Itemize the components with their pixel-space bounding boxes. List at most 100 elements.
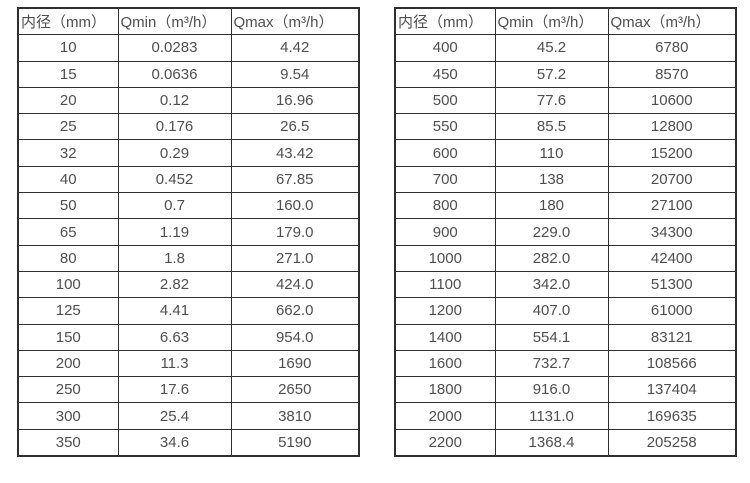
table-cell: 900	[394, 218, 496, 246]
table-cell: 1800	[394, 376, 496, 404]
table-row: 150 6.63 954.0	[17, 323, 360, 351]
table-row: 250 17.6 2650	[17, 376, 360, 404]
table-cell: 85.5	[494, 113, 609, 141]
table-cell: 662.0	[230, 297, 360, 325]
table-cell: 350	[17, 428, 119, 457]
table-cell: 1.19	[117, 218, 232, 246]
table-cell: 2000	[394, 402, 496, 430]
table-cell: 34.6	[117, 428, 232, 457]
table-cell: 0.452	[117, 165, 232, 194]
table-cell: 6.63	[117, 323, 232, 351]
table-cell: 40	[17, 165, 119, 194]
table-cell: 0.0283	[117, 34, 232, 62]
table-cell: 125	[17, 297, 119, 325]
table-cell: 1400	[394, 323, 496, 351]
table-row: 125 4.41 662.0	[17, 297, 360, 325]
table-cell: 110	[494, 139, 609, 167]
table-cell: 43.42	[230, 139, 360, 167]
table-row: 15 0.0636 9.54	[17, 60, 360, 88]
table-cell: 732.7	[494, 349, 609, 378]
table-cell: 1100	[394, 270, 496, 299]
table-cell: 16.96	[230, 86, 360, 115]
table-cell: 20700	[607, 165, 737, 194]
table-cell: 282.0	[494, 244, 609, 272]
table-cell: 424.0	[230, 270, 360, 299]
table-cell: 1000	[394, 244, 496, 272]
table-cell: 0.12	[117, 86, 232, 115]
table-cell: 550	[394, 113, 496, 141]
header-qmin: Qmin（m³/h）	[117, 7, 232, 36]
table-cell: 17.6	[117, 376, 232, 404]
header-qmin: Qmin（m³/h）	[494, 7, 609, 36]
table-cell: 0.176	[117, 113, 232, 141]
table-cell: 150	[17, 323, 119, 351]
header-row: 内径（mm） Qmin（m³/h） Qmax（m³/h）	[394, 7, 737, 36]
table-cell: 916.0	[494, 376, 609, 404]
table-row: 350 34.6 5190	[17, 428, 360, 457]
table-cell: 15200	[607, 139, 737, 167]
table-cell: 57.2	[494, 60, 609, 88]
table-cell: 42400	[607, 244, 737, 272]
table-row: 32 0.29 43.42	[17, 139, 360, 167]
table-cell: 160.0	[230, 192, 360, 220]
table-cell: 500	[394, 86, 496, 115]
header-qmax: Qmax（m³/h）	[607, 7, 737, 36]
table-cell: 4.42	[230, 34, 360, 62]
table-cell: 3810	[230, 402, 360, 430]
table-row: 700 138 20700	[394, 165, 737, 194]
table-cell: 4.41	[117, 297, 232, 325]
table-cell: 83121	[607, 323, 737, 351]
table-row: 1600 732.7 108566	[394, 349, 737, 378]
table-cell: 20	[17, 86, 119, 115]
table-cell: 300	[17, 402, 119, 430]
table-cell: 1.8	[117, 244, 232, 272]
table-row: 65 1.19 179.0	[17, 218, 360, 246]
header-qmax: Qmax（m³/h）	[230, 7, 360, 36]
table-cell: 450	[394, 60, 496, 88]
table-cell: 1690	[230, 349, 360, 378]
table-row: 2000 1131.0 169635	[394, 402, 737, 430]
table-cell: 600	[394, 139, 496, 167]
table-cell: 2650	[230, 376, 360, 404]
table-row: 1400 554.1 83121	[394, 323, 737, 351]
table-row: 40 0.452 67.85	[17, 165, 360, 194]
table-cell: 67.85	[230, 165, 360, 194]
table-row: 1100 342.0 51300	[394, 270, 737, 299]
table-row: 100 2.82 424.0	[17, 270, 360, 299]
header-diameter: 内径（mm）	[17, 7, 119, 36]
table-cell: 45.2	[494, 34, 609, 62]
table-row: 800 180 27100	[394, 192, 737, 220]
flow-rate-tables: 内径（mm） Qmin（m³/h） Qmax（m³/h） 10 0.0283 4.4…	[17, 7, 737, 458]
table-cell: 700	[394, 165, 496, 194]
table-row: 10 0.0283 4.42	[17, 34, 360, 62]
table-cell: 12800	[607, 113, 737, 141]
table-cell: 34300	[607, 218, 737, 246]
table-cell: 169635	[607, 402, 737, 430]
table-row: 400 45.2 6780	[394, 34, 737, 62]
table-cell: 32	[17, 139, 119, 167]
table-cell: 80	[17, 244, 119, 272]
table-cell: 25.4	[117, 402, 232, 430]
table-cell: 342.0	[494, 270, 609, 299]
table-cell: 250	[17, 376, 119, 404]
table-cell: 0.0636	[117, 60, 232, 88]
table-cell: 954.0	[230, 323, 360, 351]
table-cell: 407.0	[494, 297, 609, 325]
table-cell: 5190	[230, 428, 360, 457]
table-row: 1800 916.0 137404	[394, 376, 737, 404]
table-cell: 800	[394, 192, 496, 220]
table-cell: 179.0	[230, 218, 360, 246]
table-cell: 27100	[607, 192, 737, 220]
table-cell: 200	[17, 349, 119, 378]
table-cell: 10600	[607, 86, 737, 115]
table-row: 300 25.4 3810	[17, 402, 360, 430]
table-cell: 10	[17, 34, 119, 62]
table-cell: 229.0	[494, 218, 609, 246]
table-row: 1000 282.0 42400	[394, 244, 737, 272]
table-row: 1200 407.0 61000	[394, 297, 737, 325]
table-cell: 51300	[607, 270, 737, 299]
table-cell: 11.3	[117, 349, 232, 378]
table-cell: 271.0	[230, 244, 360, 272]
table-cell: 137404	[607, 376, 737, 404]
